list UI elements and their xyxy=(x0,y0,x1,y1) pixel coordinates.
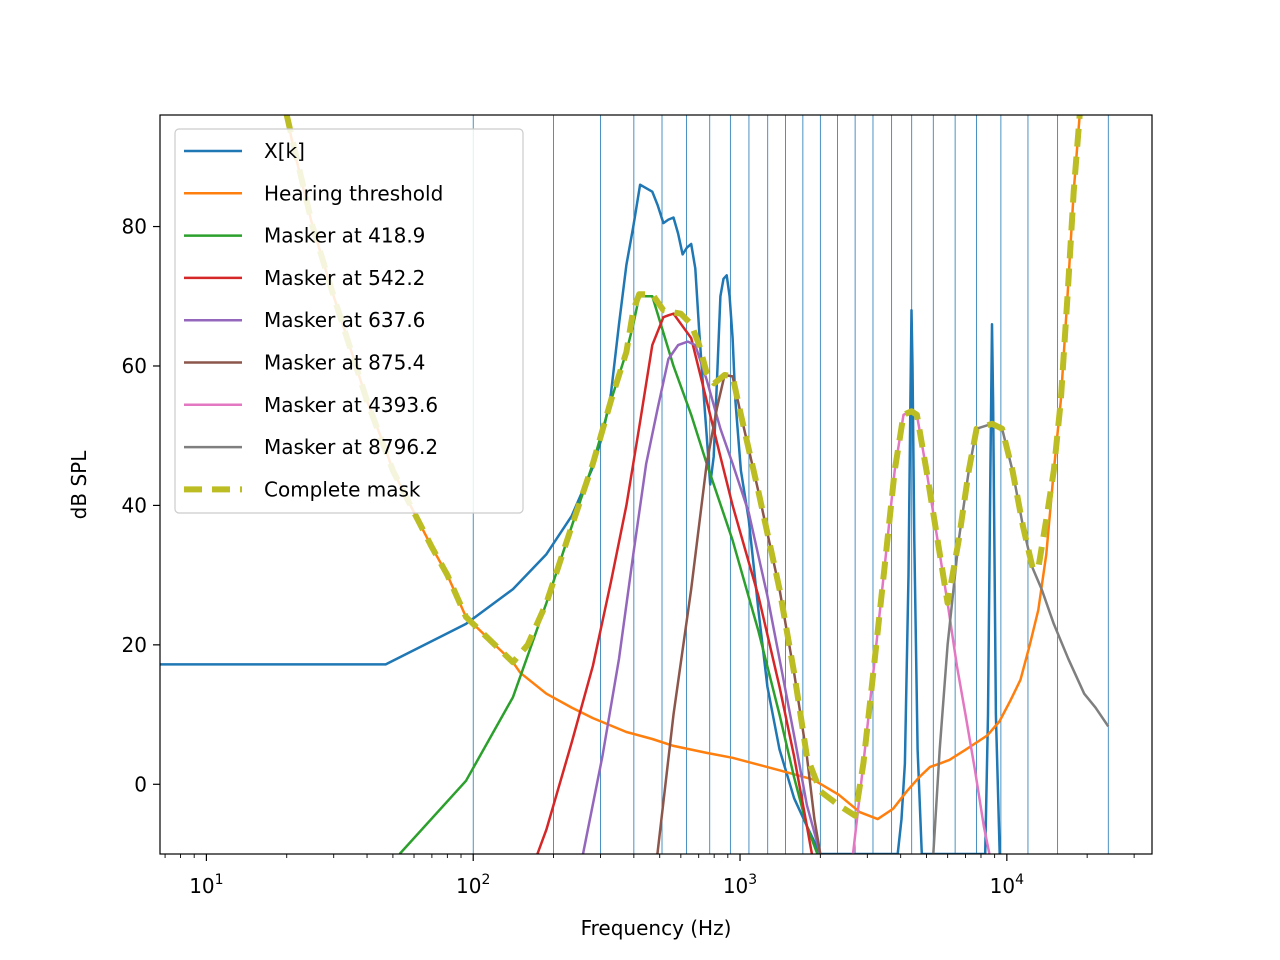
y-axis-label: dB SPL xyxy=(67,450,91,520)
y-tick-label: 60 xyxy=(122,354,147,378)
legend-label: Masker at 8796.2 xyxy=(264,435,438,459)
legend-label: Hearing threshold xyxy=(264,181,443,205)
x-tick-label: 103 xyxy=(723,872,757,898)
y-tick-label: 0 xyxy=(134,772,147,796)
legend-label: Complete mask xyxy=(264,477,421,501)
x-axis-label: Frequency (Hz) xyxy=(581,916,732,940)
series-x-k xyxy=(160,183,1001,854)
y-tick-label: 20 xyxy=(122,633,147,657)
y-tick-label: 40 xyxy=(122,493,147,517)
critical-band-lines xyxy=(472,115,1109,854)
series-layer xyxy=(160,115,1110,854)
legend-label: Masker at 418.9 xyxy=(264,224,425,248)
x-tick-label: 101 xyxy=(189,872,223,898)
legend-label: Masker at 4393.6 xyxy=(264,393,438,417)
series-masker-at-542-2 xyxy=(536,312,814,854)
series-masker-at-637-6 xyxy=(581,340,822,854)
series-complete-mask xyxy=(283,115,1083,819)
x-axis: 101 102 103 104 xyxy=(164,854,1135,898)
legend-label: Masker at 637.6 xyxy=(264,308,425,332)
x-tick-label: 102 xyxy=(456,872,490,898)
legend-frame xyxy=(174,128,524,514)
legend: X[k] Hearing threshold Masker at 418.9 Mask… xyxy=(174,128,524,514)
legend-label: X[k] xyxy=(264,139,305,163)
legend-label: Masker at 542.2 xyxy=(264,266,425,290)
x-tick-label: 104 xyxy=(990,872,1024,898)
legend-label: Masker at 875.4 xyxy=(264,351,425,375)
plot-frame xyxy=(159,114,1153,855)
y-tick-label: 80 xyxy=(122,215,147,239)
y-axis: 0 20 40 60 80 xyxy=(122,215,160,796)
